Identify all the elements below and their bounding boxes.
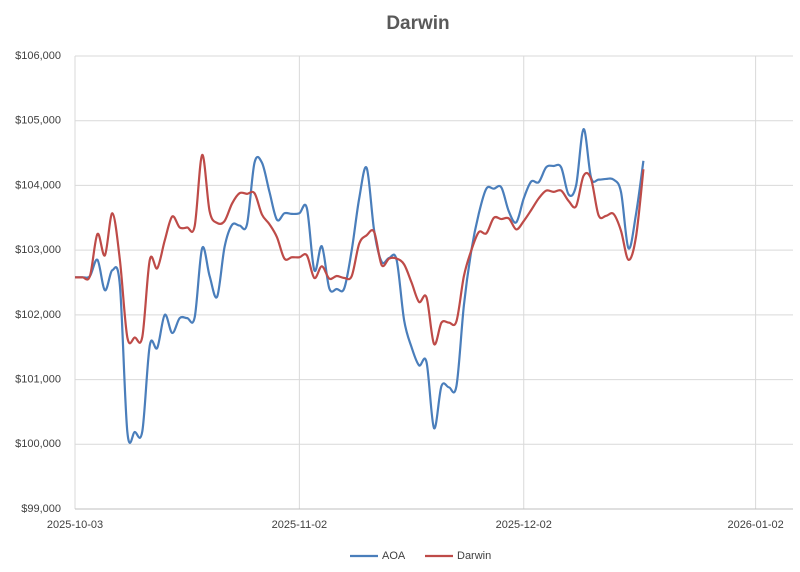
y-tick-label: $103,000 — [15, 244, 61, 256]
x-tick-label: 2025-10-03 — [47, 519, 103, 531]
x-tick-label: 2025-11-02 — [272, 519, 327, 531]
chart-title: Darwin — [386, 13, 449, 34]
line-series — [74, 153, 645, 346]
legend-label: Darwin — [457, 550, 491, 562]
y-tick-label: $102,000 — [15, 309, 61, 321]
y-tick-label: $99,000 — [21, 503, 61, 515]
y-tick-label: $106,000 — [15, 50, 61, 62]
x-tick-label: 2025-12-02 — [496, 519, 552, 531]
line-series — [74, 128, 645, 444]
y-tick-label: $105,000 — [15, 115, 61, 127]
legend-label: AOA — [382, 550, 406, 562]
x-tick-label: 2026-01-02 — [727, 519, 783, 531]
y-tick-label: $104,000 — [15, 179, 61, 191]
y-tick-label: $101,000 — [15, 373, 61, 385]
y-tick-label: $100,000 — [15, 438, 61, 450]
